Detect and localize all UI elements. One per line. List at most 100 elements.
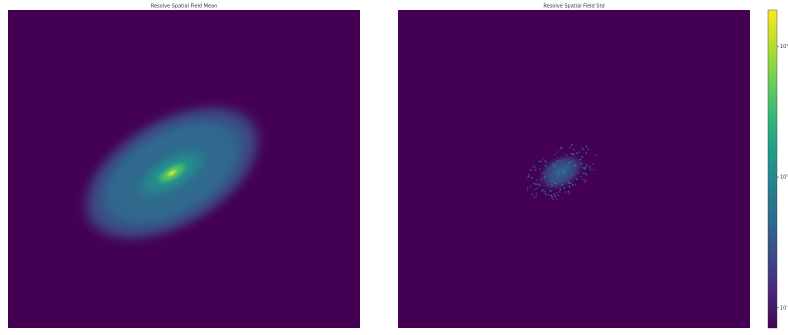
field-art xyxy=(535,192,537,195)
field-art xyxy=(533,182,535,185)
field-art xyxy=(544,193,547,195)
field-art xyxy=(542,189,545,191)
field-art xyxy=(569,192,571,195)
field-art xyxy=(572,153,574,155)
field-art xyxy=(571,153,573,155)
field-art xyxy=(582,167,584,169)
field-art xyxy=(571,169,573,171)
field-art xyxy=(535,169,537,171)
field-art xyxy=(534,188,536,190)
field-art xyxy=(590,169,592,171)
field-art xyxy=(568,182,570,185)
field-art xyxy=(552,185,554,187)
field-art xyxy=(560,172,562,174)
field-art xyxy=(583,178,585,181)
field-art xyxy=(559,181,561,183)
panel-title: Resolve Spatial Field Mean xyxy=(151,4,218,10)
field-art xyxy=(551,196,553,198)
field-art xyxy=(572,184,574,186)
field-art xyxy=(539,184,541,187)
field-art xyxy=(550,179,552,181)
field-art xyxy=(566,154,568,156)
field-art xyxy=(582,148,584,151)
field-art xyxy=(544,176,546,178)
field-art xyxy=(586,163,588,165)
field-art xyxy=(556,160,559,162)
field-art xyxy=(570,152,572,155)
field-art xyxy=(551,195,553,197)
field-art xyxy=(589,165,592,167)
field-art xyxy=(535,183,537,185)
tick-label: 10⁰ xyxy=(780,175,788,181)
field-art xyxy=(565,164,567,166)
field-art xyxy=(552,163,554,166)
field-art xyxy=(531,193,533,195)
field-art xyxy=(569,174,571,176)
field-art xyxy=(579,161,581,163)
field-art xyxy=(585,173,587,175)
field-art xyxy=(537,183,539,185)
field-art xyxy=(560,161,562,163)
field-art xyxy=(550,177,552,179)
field-art xyxy=(560,147,563,149)
field-art xyxy=(540,161,543,163)
field-art xyxy=(561,184,563,186)
field-art xyxy=(545,165,547,167)
field-art xyxy=(560,176,562,178)
panel: Resolve Spatial Field Std xyxy=(398,4,750,328)
field-art xyxy=(568,186,571,188)
field-art xyxy=(572,173,574,175)
field-art xyxy=(550,183,552,185)
field-art xyxy=(572,149,575,151)
field-art xyxy=(535,151,587,193)
field-art xyxy=(560,168,562,171)
field-art xyxy=(560,170,562,172)
field-art xyxy=(544,160,546,162)
field-art xyxy=(565,191,567,193)
field-art xyxy=(571,174,573,177)
tick-label: 10⁻¹ xyxy=(780,305,788,311)
field-art xyxy=(556,192,558,194)
panel: Resolve Spatial Field Mean xyxy=(8,4,360,328)
field-art xyxy=(549,194,551,196)
field-art xyxy=(583,172,585,174)
field-art xyxy=(559,172,561,174)
field-art xyxy=(579,158,582,161)
field-art xyxy=(560,179,563,181)
field-art xyxy=(563,187,565,189)
field-art xyxy=(584,166,586,168)
field-art xyxy=(544,172,546,174)
field-art xyxy=(527,176,529,178)
field-art xyxy=(573,165,575,167)
field-art xyxy=(550,178,553,180)
field-art xyxy=(532,165,535,167)
colorbar: 10¹ 10⁰ 10⁻¹ xyxy=(767,9,788,329)
colorbar-fill xyxy=(767,9,778,329)
field-art xyxy=(563,177,565,179)
field-art xyxy=(76,100,268,246)
panel-title: Resolve Spatial Field Std xyxy=(543,4,604,10)
field-art xyxy=(552,198,554,200)
field-art xyxy=(538,160,541,162)
field-art xyxy=(581,147,583,150)
field-art xyxy=(593,169,595,171)
field-art xyxy=(573,154,575,156)
field-art xyxy=(566,176,569,178)
field-art xyxy=(595,154,598,156)
field-art xyxy=(541,189,543,192)
field-art xyxy=(551,180,553,183)
field-art xyxy=(552,179,554,181)
field-art xyxy=(542,172,544,174)
field-art xyxy=(540,178,542,180)
field-art xyxy=(536,187,538,190)
field-art xyxy=(580,176,582,178)
field-art xyxy=(543,159,545,161)
field-art xyxy=(535,179,538,181)
field-art xyxy=(557,180,559,182)
field-art xyxy=(581,156,584,158)
field-art xyxy=(585,179,587,181)
field-art xyxy=(535,195,537,197)
field-art xyxy=(554,153,556,155)
field-art xyxy=(571,144,573,146)
